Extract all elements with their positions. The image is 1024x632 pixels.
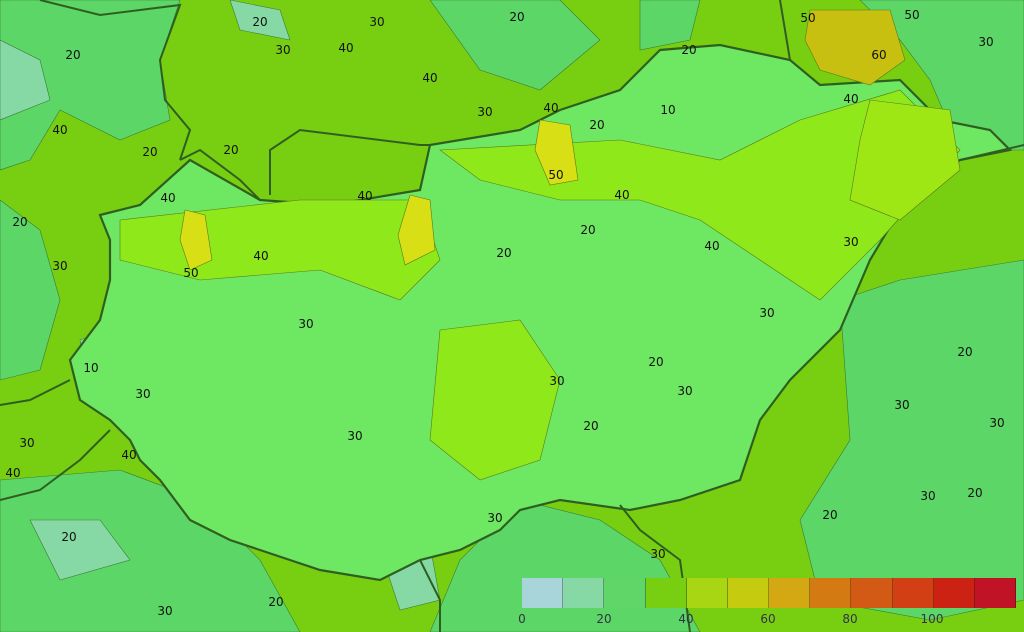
legend-tick: 0 xyxy=(518,612,526,626)
color-legend xyxy=(522,578,1017,608)
contour-label: 30 xyxy=(487,511,503,525)
contour-label: 20 xyxy=(12,215,28,229)
legend-tick: 60 xyxy=(760,612,776,626)
legend-swatch xyxy=(563,578,605,608)
contour-label: 20 xyxy=(822,508,838,522)
legend-swatch xyxy=(645,578,687,608)
legend-swatch xyxy=(686,578,728,608)
contour-label: 40 xyxy=(253,249,269,263)
legend-swatch xyxy=(727,578,770,608)
contour-label: 20 xyxy=(142,145,158,159)
contour-label: 40 xyxy=(121,448,137,462)
contour-label: 20 xyxy=(589,118,605,132)
contour-label: 40 xyxy=(357,189,373,203)
contour-label: 50 xyxy=(548,168,564,182)
contour-label: 40 xyxy=(843,92,859,106)
contour-label: 20 xyxy=(967,486,983,500)
contour-label: 50 xyxy=(183,266,199,280)
contour-label: 50 xyxy=(800,11,816,25)
legend-swatch xyxy=(810,578,852,608)
contour-label: 30 xyxy=(19,436,35,450)
contour-label: 20 xyxy=(509,10,525,24)
legend-swatch xyxy=(933,578,975,608)
contour-label: 30 xyxy=(894,398,910,412)
contour-label: 40 xyxy=(422,71,438,85)
contour-label: 30 xyxy=(843,235,859,249)
contour-label: 20 xyxy=(583,419,599,433)
contour-label: 20 xyxy=(957,345,973,359)
contour-label: 40 xyxy=(160,191,176,205)
legend-swatch xyxy=(974,578,1017,608)
contour-label: 30 xyxy=(275,43,291,57)
contour-label: 30 xyxy=(989,416,1005,430)
contour-label: 30 xyxy=(978,35,994,49)
contour-label: 30 xyxy=(477,105,493,119)
legend-swatch xyxy=(851,578,893,608)
contour-label: 30 xyxy=(920,489,936,503)
contour-label: 40 xyxy=(5,466,21,480)
contour-label: 20 xyxy=(61,530,77,544)
contour-label: 40 xyxy=(338,41,354,55)
legend-tick: 40 xyxy=(678,612,694,626)
contour-label: 40 xyxy=(704,239,720,253)
contour-label: 20 xyxy=(252,15,268,29)
legend-tick: 100 xyxy=(920,612,944,626)
contour-label: 50 xyxy=(904,8,920,22)
contour-label: 30 xyxy=(347,429,363,443)
contour-label: 20 xyxy=(648,355,664,369)
contour-label: 20 xyxy=(580,223,596,237)
contour-label: 40 xyxy=(543,101,559,115)
contour-label: 20 xyxy=(65,48,81,62)
contour-label: 30 xyxy=(549,374,565,388)
contour-label: 30 xyxy=(650,547,666,561)
contour-label: 30 xyxy=(157,604,173,618)
contour-label: 30 xyxy=(52,259,68,273)
contour-label: 40 xyxy=(52,123,68,137)
contour-label: 30 xyxy=(298,317,314,331)
contour-label: 20 xyxy=(268,595,284,609)
contour-label: 60 xyxy=(871,48,887,62)
high-precip-areas xyxy=(119,9,961,481)
contour-label: 20 xyxy=(223,143,239,157)
contour-label: 30 xyxy=(369,15,385,29)
contour-label: 30 xyxy=(677,384,693,398)
legend-swatch xyxy=(604,578,646,608)
contour-label: 10 xyxy=(83,361,99,375)
contour-label: 40 xyxy=(614,188,630,202)
contour-label: 20 xyxy=(681,43,697,57)
contour-label: 20 xyxy=(496,246,512,260)
legend-swatch xyxy=(769,578,811,608)
contour-label: 10 xyxy=(660,103,676,117)
legend-tick: 20 xyxy=(596,612,612,626)
contour-label: 30 xyxy=(759,306,775,320)
legend-tick: 80 xyxy=(842,612,858,626)
legend-swatch xyxy=(892,578,934,608)
legend-swatch xyxy=(522,578,564,608)
contour-label: 30 xyxy=(135,387,151,401)
